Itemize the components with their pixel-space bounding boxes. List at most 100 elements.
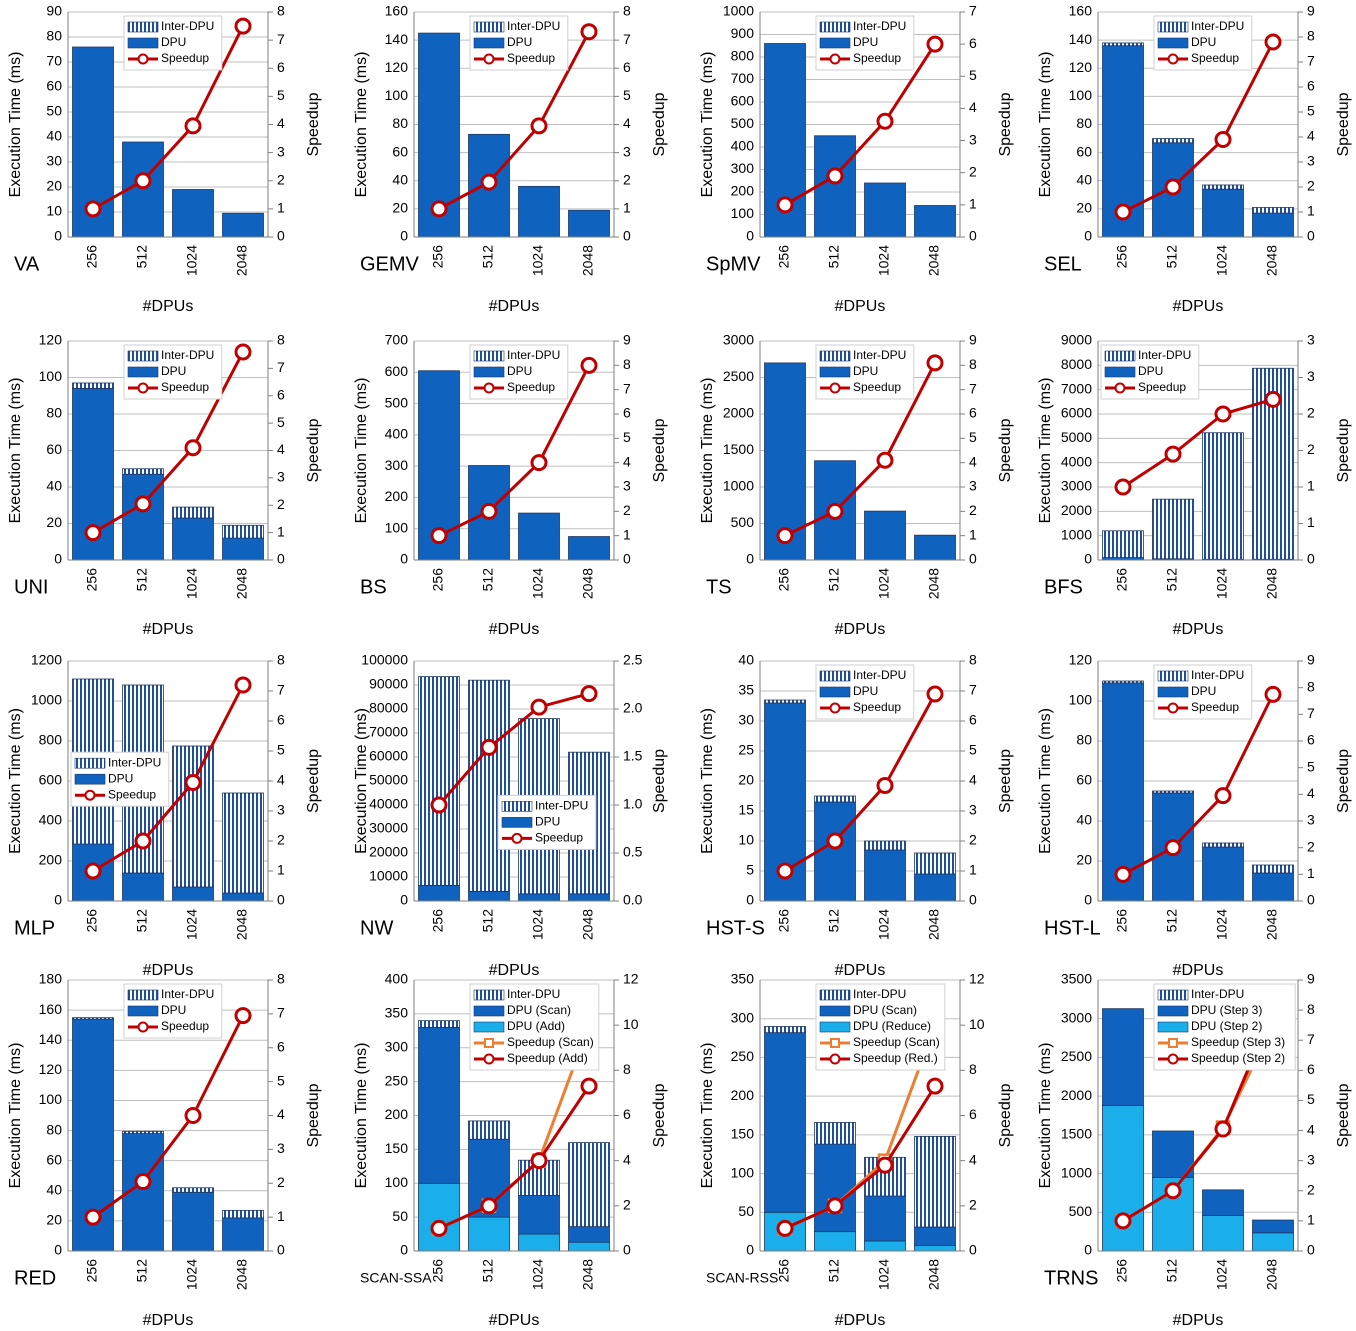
y-tick-label: 80 (1076, 732, 1092, 748)
x-tick-label: 256 (776, 568, 792, 592)
speedup-marker (1114, 1212, 1132, 1230)
legend-swatch (1104, 366, 1136, 378)
y2-tick-label: 1 (1307, 865, 1315, 881)
y2-tick-label: 0 (623, 228, 631, 244)
legend-label: Inter-DPU (1191, 19, 1244, 33)
legend-swatch (501, 801, 533, 812)
legend-swatch (1157, 989, 1189, 1001)
bar (222, 212, 264, 238)
y-tick-label: 600 (39, 772, 63, 788)
y-tick-label: 60 (392, 143, 408, 159)
legend-label: Speedup (853, 700, 901, 714)
x-tick-label: 256 (84, 568, 100, 592)
legend-label: DPU (507, 364, 532, 378)
y2-tick-label: 9 (623, 332, 631, 348)
bar (914, 1136, 956, 1228)
y2-tick-label: 6 (969, 712, 977, 728)
legend-label: DPU (Scan) (507, 1003, 571, 1017)
x-axis-title: #DPUs (1173, 621, 1224, 638)
legend-label: Speedup (853, 380, 901, 394)
y2-tick-label: 3 (1307, 812, 1315, 828)
y-tick-label: 2500 (723, 368, 754, 384)
legend-marker (829, 53, 841, 65)
speedup-marker (826, 832, 844, 850)
y-axis-title: Execution Time (ms) (699, 52, 716, 198)
y-tick-label: 0 (1084, 551, 1092, 567)
y-tick-label: 350 (385, 1005, 409, 1021)
y-tick-label: 0 (400, 1242, 408, 1258)
panel-title: SCAN-RSS (706, 1270, 778, 1286)
bar (518, 893, 560, 902)
y2-tick-label: 6 (277, 59, 285, 75)
legend-label: DPU (853, 684, 878, 698)
x-axis-title: #DPUs (489, 621, 540, 638)
legend-label: Inter-DPU (1138, 348, 1191, 362)
speedup-marker (234, 343, 252, 361)
speedup-line (784, 1085, 937, 1230)
x-tick-label: 512 (480, 245, 496, 269)
y2-tick-label: 4 (277, 441, 285, 457)
y-tick-label: 100 (385, 1174, 409, 1190)
x-axis-title: #DPUs (835, 1312, 886, 1329)
y-tick-label: 40 (738, 652, 754, 668)
x-tick-label: 1024 (1214, 909, 1230, 940)
bar (568, 1142, 610, 1228)
y2-tick-label: 10 (969, 1016, 985, 1032)
y-tick-label: 0 (746, 1242, 754, 1258)
y2-tick-label: 5 (1307, 1091, 1315, 1107)
y-tick-label: 100 (731, 205, 755, 221)
y-tick-label: 120 (39, 1061, 63, 1077)
y2-tick-label: 1 (623, 200, 631, 216)
speedup-marker (430, 527, 448, 545)
x-tick-label: 512 (480, 568, 496, 592)
legend-marker (137, 382, 149, 394)
panel-title: NW (360, 917, 393, 939)
x-axis-title: #DPUs (1173, 1312, 1224, 1329)
bar (172, 886, 214, 902)
legend-label: Inter-DPU (507, 987, 560, 1001)
y-tick-label: 0 (54, 551, 62, 567)
legend-label: DPU (1191, 684, 1216, 698)
x-tick-label: 512 (826, 1259, 842, 1283)
x-tick-label: 256 (84, 245, 100, 269)
legend-swatch (1157, 1021, 1189, 1033)
y2-tick-label: 1.5 (623, 748, 643, 764)
legend-label: Speedup (1191, 700, 1239, 714)
speedup-line (784, 362, 937, 538)
y2-tick-label: 2 (969, 832, 977, 848)
x-tick-label: 256 (84, 1259, 100, 1283)
bar (1152, 790, 1194, 794)
legend-label: DPU (108, 771, 133, 785)
y2-tick-label: 4 (969, 1151, 977, 1167)
legend-swatch (74, 773, 106, 785)
bar (222, 524, 264, 539)
speedup-marker (1214, 405, 1232, 423)
speedup-marker (84, 862, 102, 880)
y2-tick-label: 6 (1307, 78, 1315, 94)
y2-tick-label: 5 (969, 742, 977, 758)
y-tick-label: 1000 (723, 3, 754, 19)
panel-title: SpMV (706, 253, 761, 275)
bar (814, 1143, 856, 1233)
y-tick-label: 1500 (723, 441, 754, 457)
y2-tick-label: 4 (969, 99, 977, 115)
y-tick-label: 5 (746, 862, 754, 878)
bar (864, 1195, 906, 1242)
chart-panel: 0 500 1000 1500 2000 2500 3000 0 1 2 3 4 5 6 7 8 9 256 512… (699, 332, 1014, 639)
legend-swatch (819, 21, 851, 33)
y2-tick-label: 4 (1307, 785, 1315, 801)
bar (814, 135, 856, 238)
y2-axis-title: Speedup (651, 418, 668, 482)
y-tick-label: 80 (392, 115, 408, 131)
y-tick-label: 400 (385, 971, 409, 987)
legend-label: Speedup (535, 831, 583, 845)
x-tick-label: 512 (1164, 245, 1180, 269)
x-tick-label: 512 (1164, 909, 1180, 933)
legend-marker (830, 1038, 840, 1048)
x-tick-label: 2048 (926, 568, 942, 599)
y-tick-label: 60000 (369, 748, 408, 764)
y-tick-label: 20 (46, 178, 62, 194)
bar (1202, 188, 1244, 238)
y2-tick-label: 10 (623, 1016, 639, 1032)
y2-tick-label: 2 (1307, 1181, 1315, 1197)
